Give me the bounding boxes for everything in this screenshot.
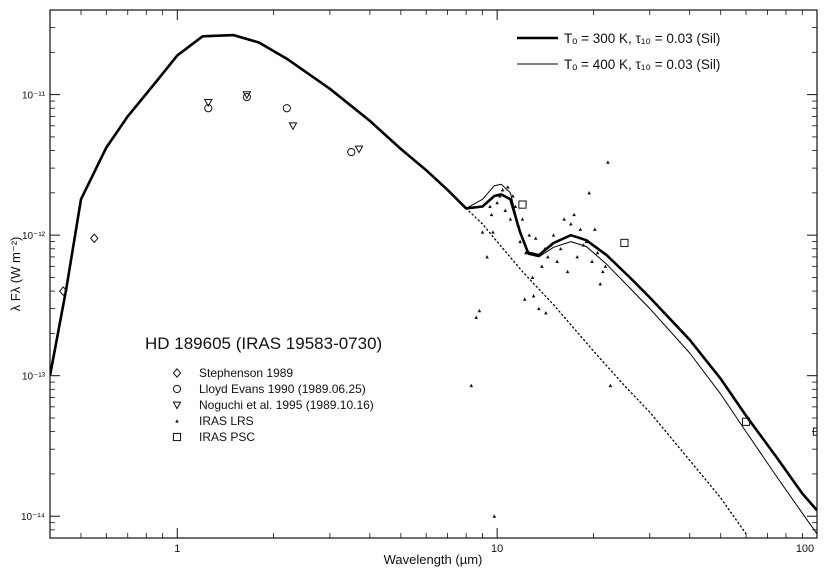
y-tick-label: 10⁻¹⁴ xyxy=(21,512,45,523)
data-point-triangle-up xyxy=(572,212,576,217)
legend-model-label: Tₒ = 400 K, τ₁₀ = 0.03 (Sil) xyxy=(564,57,720,72)
data-point-triangle-up xyxy=(558,246,563,251)
data-point-triangle-up xyxy=(584,239,589,244)
legend-observation-label: IRAS PSC xyxy=(199,430,255,444)
legend-observation-label: Noguchi et al. 1995 (1989.10.16) xyxy=(199,398,374,412)
data-point-triangle-up xyxy=(474,315,478,319)
observation-points xyxy=(58,91,817,518)
data-point-triangle-down xyxy=(242,91,252,100)
data-point-triangle-up xyxy=(518,239,522,244)
data-point-triangle-up xyxy=(508,217,513,221)
legend-marker-triangle-down xyxy=(172,401,182,410)
data-point-triangle-up xyxy=(527,233,532,237)
data-point-triangle-up xyxy=(540,264,544,268)
data-point-triangle-up xyxy=(469,383,474,388)
legend-observation-label: Lloyd Evans 1990 (1989.06.25) xyxy=(199,382,366,396)
data-point-triangle-up xyxy=(601,269,605,274)
legend-models: Tₒ = 300 K, τ₁₀ = 0.03 (Sil) Tₒ = 400 K, … xyxy=(517,31,720,72)
legend-marker-diamond xyxy=(172,368,182,378)
data-point-triangle-up xyxy=(565,269,570,274)
data-point-triangle-up xyxy=(575,255,580,259)
data-point-triangle-up xyxy=(545,255,550,259)
data-point-triangle-up xyxy=(488,204,492,208)
legend-model-label: Tₒ = 300 K, τ₁₀ = 0.03 (Sil) xyxy=(564,31,720,46)
data-point-square xyxy=(812,427,817,436)
data-point-triangle-up xyxy=(503,208,508,212)
data-point-triangle-up xyxy=(522,297,527,301)
data-point-triangle-up xyxy=(555,259,559,263)
data-point-circle xyxy=(347,147,356,157)
data-point-triangle-up xyxy=(491,230,495,234)
data-point-square xyxy=(741,417,751,426)
y-axis-label: λ Fλ (W m⁻²) xyxy=(8,237,23,312)
data-point-triangle-up xyxy=(598,282,603,286)
data-point-triangle-up xyxy=(477,308,482,313)
data-point-triangle-up xyxy=(543,246,547,251)
legend-observation-label: Stephenson 1989 xyxy=(199,366,293,380)
data-point-triangle-up xyxy=(593,227,597,231)
data-point-triangle-up xyxy=(500,188,505,192)
data-point-triangle-up xyxy=(480,230,485,234)
data-point-triangle-up xyxy=(595,250,600,255)
model-curve-dotted xyxy=(465,207,747,535)
data-point-triangle-up xyxy=(562,217,566,221)
data-point-square xyxy=(518,200,527,209)
model-curve-thin xyxy=(50,34,817,535)
y-tick-label: 10⁻¹¹ xyxy=(22,91,46,102)
data-point-triangle-up xyxy=(530,275,535,279)
legend-observation-label: IRAS LRS xyxy=(199,414,254,428)
axis-ticks: 1 10 100 10⁻¹⁴ 10⁻¹³ 10⁻¹² 10⁻¹¹ xyxy=(21,10,818,555)
data-point-triangle-up xyxy=(587,191,591,195)
data-point-triangle-up xyxy=(515,222,520,226)
data-point-triangle-up xyxy=(492,514,497,518)
x-tick-label: 100 xyxy=(796,543,814,555)
model-curve-thick xyxy=(50,33,817,512)
data-point-circle xyxy=(204,104,213,113)
data-point-triangle-up xyxy=(608,383,613,388)
y-tick-label: 10⁻¹² xyxy=(22,231,46,242)
legend-marker-triangle-up xyxy=(175,419,179,423)
data-point-triangle-up xyxy=(569,222,573,226)
data-point-diamond xyxy=(89,233,99,244)
data-point-triangle-up xyxy=(544,311,548,315)
data-point-triangle-up xyxy=(590,259,594,263)
data-point-triangle-up xyxy=(551,233,556,237)
data-point-triangle-up xyxy=(606,160,610,164)
data-point-triangle-up xyxy=(524,250,528,255)
data-point-triangle-up xyxy=(533,236,538,240)
data-point-triangle-up xyxy=(581,243,586,247)
x-tick-label: 10 xyxy=(491,543,503,555)
data-point-triangle-up xyxy=(498,194,502,198)
legend-marker-circle xyxy=(172,384,182,394)
data-point-triangle-up xyxy=(520,217,525,221)
data-point-triangle-up xyxy=(495,200,499,205)
y-tick-label: 10⁻¹³ xyxy=(22,372,46,383)
x-axis-label: Wavelength (µm) xyxy=(384,552,483,567)
data-point-triangle-down xyxy=(354,145,364,154)
data-point-triangle-down xyxy=(288,122,298,131)
data-point-triangle-up xyxy=(548,243,553,247)
data-point-triangle-up xyxy=(537,306,541,311)
data-point-circle xyxy=(282,104,291,113)
data-point-circle xyxy=(242,93,251,102)
data-point-triangle-up xyxy=(506,185,510,189)
data-point-triangle-up xyxy=(578,227,583,231)
legend-marker-square xyxy=(172,432,182,442)
data-point-triangle-up xyxy=(485,255,489,259)
data-point-diamond xyxy=(58,286,68,297)
data-point-square xyxy=(620,238,629,248)
model-curves xyxy=(50,33,817,535)
plot-frame xyxy=(49,9,818,539)
object-annotation: HD 189605 (IRAS 19583-0730) xyxy=(145,334,382,353)
data-point-triangle-down xyxy=(203,99,213,108)
data-point-triangle-up xyxy=(511,194,515,198)
data-point-triangle-up xyxy=(489,212,494,217)
legend-observations: Stephenson 1989 Lloyd Evans 1990 (1989.06… xyxy=(172,366,374,444)
data-point-triangle-up xyxy=(531,294,536,298)
x-tick-label: 1 xyxy=(174,543,180,555)
data-point-triangle-up xyxy=(513,204,518,208)
data-point-triangle-up xyxy=(603,264,608,268)
